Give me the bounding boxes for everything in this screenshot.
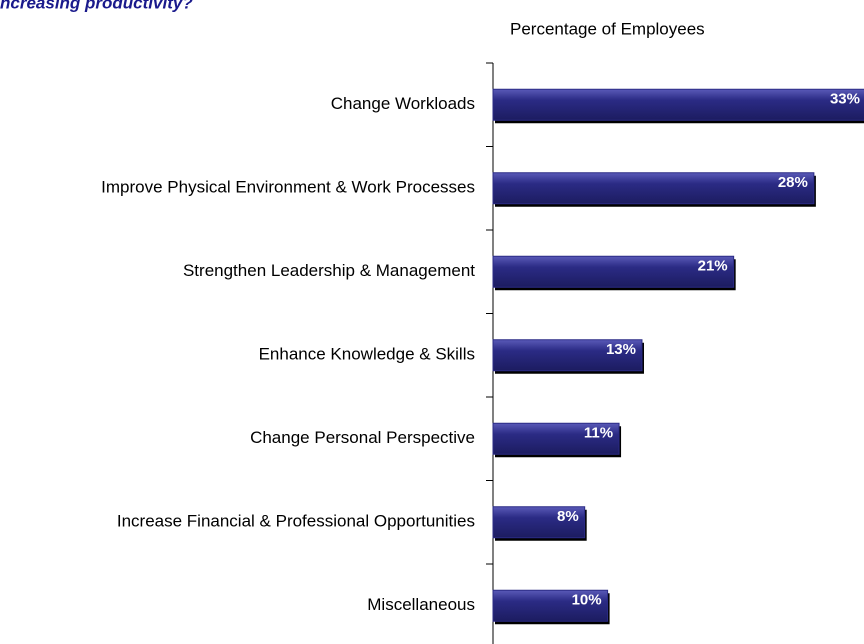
category-label: Change Workloads xyxy=(331,94,475,113)
bar xyxy=(492,506,586,539)
value-label: 13% xyxy=(606,341,636,358)
value-label: 8% xyxy=(557,508,579,525)
bar xyxy=(492,339,643,372)
value-label: 21% xyxy=(698,258,728,275)
bar xyxy=(492,589,609,622)
category-label: Change Personal Perspective xyxy=(250,428,475,447)
value-label: 33% xyxy=(830,91,860,108)
value-label: 10% xyxy=(572,592,602,609)
value-label: 28% xyxy=(778,174,808,191)
value-label: 11% xyxy=(584,425,613,442)
chart-title: ncreasing productivity? xyxy=(0,0,193,12)
category-label: Improve Physical Environment & Work Proc… xyxy=(101,178,475,197)
axis-label: Percentage of Employees xyxy=(510,19,705,38)
bar xyxy=(492,88,864,121)
category-label: Increase Financial & Professional Opport… xyxy=(117,512,475,531)
bar xyxy=(492,172,815,205)
category-label: Miscellaneous xyxy=(367,595,475,614)
bar xyxy=(492,422,620,455)
category-label: Strengthen Leadership & Management xyxy=(183,261,475,280)
bar xyxy=(492,255,735,288)
category-label: Enhance Knowledge & Skills xyxy=(259,345,475,364)
